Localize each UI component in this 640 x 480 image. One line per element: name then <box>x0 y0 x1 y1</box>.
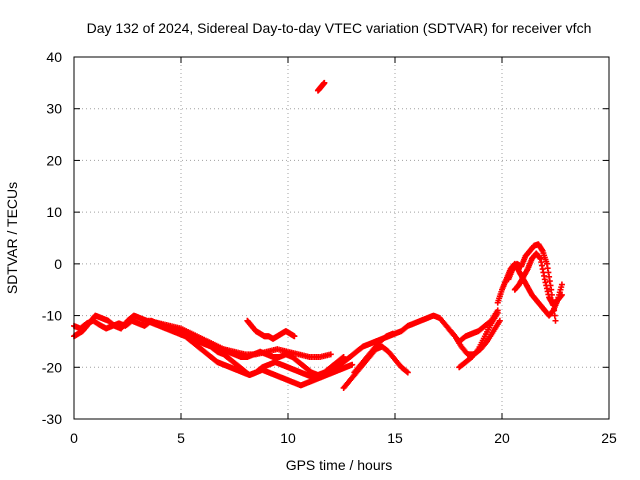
series-track-j <box>456 309 501 371</box>
y-tick-label: -30 <box>42 411 62 427</box>
data-point <box>339 354 346 361</box>
y-tick-label: -20 <box>42 359 62 375</box>
data-point <box>551 307 558 314</box>
data-point <box>291 333 298 340</box>
x-tick-label: 25 <box>601 430 617 446</box>
axis-ticks: 0 5 10 15 20 25 -30 -20 -10 0 10 20 30 40 <box>42 49 617 446</box>
series-track-n <box>314 79 328 94</box>
series-track-h <box>351 330 396 376</box>
x-tick-label: 5 <box>177 430 185 446</box>
chart-title: Day 132 of 2024, Sidereal Day-to-day VTE… <box>87 20 592 36</box>
data-point <box>494 309 501 316</box>
series-track-b <box>71 312 356 389</box>
data-point <box>340 353 347 360</box>
data-point <box>496 317 503 324</box>
series-track-e <box>145 317 334 360</box>
y-tick-label: 0 <box>54 256 62 272</box>
data-point <box>404 369 411 376</box>
data-point <box>552 317 559 324</box>
data-point <box>321 79 328 86</box>
plot-frame <box>73 56 610 420</box>
x-tick-label: 15 <box>387 430 403 446</box>
x-tick-label: 0 <box>70 430 78 446</box>
data-point <box>558 281 565 288</box>
data-layer <box>71 79 565 391</box>
x-tick-label: 10 <box>280 430 296 446</box>
y-tick-label: 40 <box>46 49 62 65</box>
y-axis-label: SDTVAR / TECUs <box>4 182 20 294</box>
grid <box>74 57 609 419</box>
x-axis-label: GPS time / hours <box>286 457 393 473</box>
data-point <box>349 361 356 368</box>
data-point <box>558 291 565 298</box>
data-point <box>548 286 555 293</box>
series-track-i <box>445 317 503 358</box>
y-tick-label: 30 <box>46 101 62 117</box>
y-tick-label: 10 <box>46 204 62 220</box>
y-tick-label: -10 <box>42 308 62 324</box>
series-track-m <box>511 250 565 309</box>
data-point <box>389 330 396 337</box>
data-point <box>403 368 410 375</box>
data-point <box>327 351 334 358</box>
series-track-d <box>244 317 298 342</box>
data-point <box>551 312 558 319</box>
y-tick-label: 20 <box>46 152 62 168</box>
x-tick-label: 20 <box>494 430 510 446</box>
